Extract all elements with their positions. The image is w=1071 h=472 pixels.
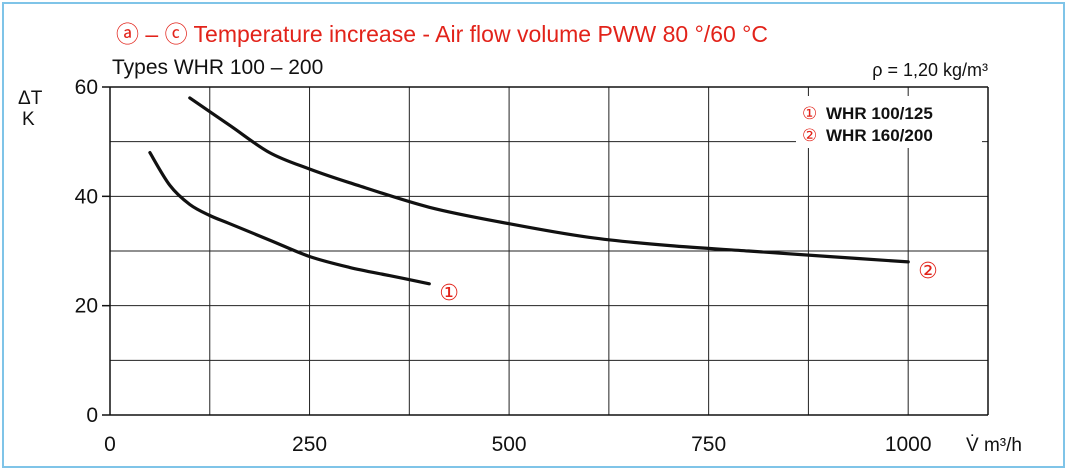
series-line-2: [188, 96, 910, 264]
tick-labels: 0 20 40 60 0 250 500 750 1000: [75, 76, 932, 456]
y-axis-label-symbol: ΔT: [18, 88, 43, 109]
legend-label-2: WHR 160/200: [826, 126, 933, 145]
legend: ① WHR 100/125 ② WHR 160/200: [796, 96, 982, 148]
axes: [102, 86, 989, 416]
density-annotation: ρ = 1,20 kg/m³: [872, 60, 988, 80]
y-axis-label-unit: K: [22, 109, 35, 130]
series-end-marker-1: ①: [439, 281, 459, 306]
legend-marker-1: ①: [802, 104, 817, 124]
x-tick-label: 250: [292, 433, 327, 456]
chart-title: ⓐ – ⓒ Temperature increase - Air flow vo…: [116, 21, 768, 47]
y-tick-label: 0: [86, 404, 98, 427]
y-tick-label: 60: [75, 76, 98, 99]
chart-frame: [2, 2, 1065, 468]
x-axis-label: V̇ m³/h: [966, 435, 1022, 456]
x-tick-label: 0: [104, 433, 116, 456]
chart-subtitle: Types WHR 100 – 200: [112, 56, 323, 79]
x-tick-label: 500: [492, 433, 527, 456]
series-markers: ①②: [439, 259, 938, 306]
series-line-1: [148, 151, 431, 286]
y-tick-label: 20: [75, 295, 98, 318]
y-tick-label: 40: [75, 185, 98, 208]
x-tick-label: 1000: [885, 433, 932, 456]
legend-label-1: WHR 100/125: [826, 104, 933, 123]
legend-marker-2: ②: [802, 126, 817, 146]
legend-background: [796, 96, 982, 148]
series-end-marker-2: ②: [918, 259, 938, 284]
series-lines: [148, 96, 910, 286]
x-tick-label: 750: [691, 433, 726, 456]
